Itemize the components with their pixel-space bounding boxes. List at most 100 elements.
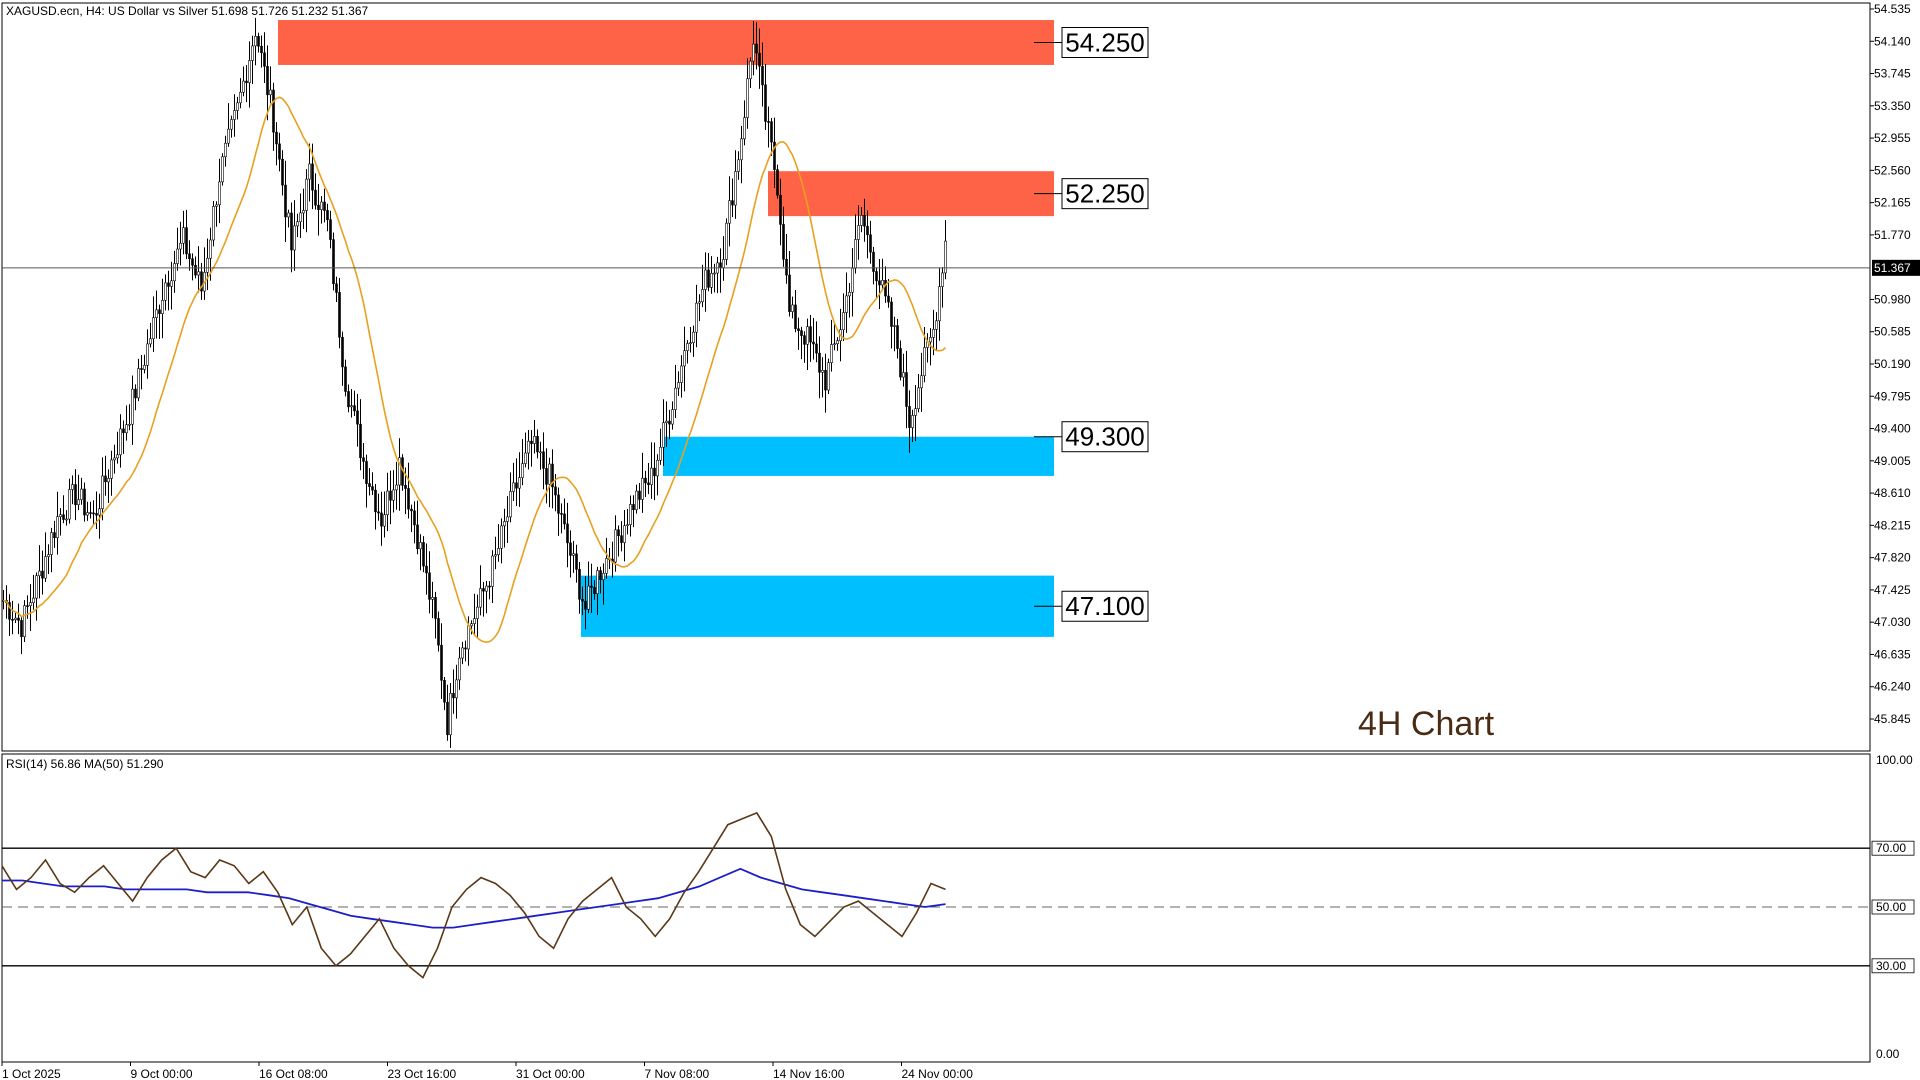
candle-body [140,368,143,370]
candle-body [683,350,686,367]
candle-body [305,178,308,211]
rsi-level-badge [1871,840,1915,856]
candle-body [833,343,836,346]
candle-body [158,309,161,314]
candle-body [221,156,224,183]
candle-body [368,483,371,487]
candle-body [569,542,572,556]
candle-body [416,524,419,550]
candle-body [464,647,467,650]
candle-body [575,553,578,570]
price-axis: 54.535 54.140 53.745 53.350 52.955 52.560 52.1… [1870,2,1920,726]
candle-body [803,335,806,345]
candle-body [296,221,299,227]
candle-body [581,599,584,602]
candle-body [620,535,623,543]
candle-body [782,224,785,260]
candle-body [395,484,398,491]
candle-body [92,512,95,515]
candle-body [698,301,701,304]
candle-body [197,271,200,276]
candle-body [776,169,779,196]
candle-body [410,508,413,512]
candle-body [770,121,773,143]
candle-body [818,352,821,373]
candle-body [239,91,242,104]
candle-body [821,369,824,373]
price-panel [1,2,1871,752]
candle-body [524,452,527,464]
candle-body [257,36,260,47]
candle-body [131,388,134,425]
zone-label-box [1061,26,1149,58]
candle-body [191,258,194,266]
price-tick-label: 46.240 [1874,680,1911,694]
candle-body [503,521,506,527]
time-tick-label: 1 Oct 2025 [2,1067,61,1080]
zone-label-box [1061,590,1149,622]
candle-body [656,459,659,477]
candle-body [728,200,731,224]
candle-body [179,242,182,250]
candle-body [605,558,608,574]
candle-body [590,585,593,588]
rsi-tick-label: 50.00 [1876,900,1906,914]
candle-body [290,212,293,251]
price-tick-label: 52.560 [1874,163,1911,177]
candle-body [809,326,812,343]
candle-body [743,117,746,140]
candle-body [827,362,830,391]
candle-body [74,484,77,506]
candle-body [26,605,29,607]
rsi-line [1,811,946,979]
candle-body [548,463,551,485]
price-tick-label: 51.770 [1874,228,1911,242]
candle-body [431,597,434,600]
candle-body [56,516,59,539]
candle-body [365,461,368,484]
time-axis: 1 Oct 2025 9 Oct 00:00 16 Oct 08:00 23 Oct … [1,1062,973,1080]
zone-label-text: 54.250 [1065,27,1145,57]
candle-body [653,467,656,477]
candle-body [95,513,98,516]
price-tick-label: 45.845 [1874,712,1911,726]
candle-body [335,283,338,293]
candle-body [107,478,110,483]
candle-body [701,289,704,303]
candle-body [362,457,365,462]
candle-body [500,525,503,549]
candle-body [674,387,677,410]
price-tick-label: 48.215 [1874,518,1911,532]
candle-body [587,585,590,610]
candle-body [164,282,167,301]
candle-body [41,570,44,579]
zone-label-box [1061,178,1149,210]
candle-body [173,263,176,282]
candle-body [23,605,26,637]
candle-body [236,102,239,111]
candle-body [170,280,173,287]
rsi-layer: 100.00 70.00 50.00 30.00 0.00 [1,753,1915,1061]
candle-body [80,488,83,500]
candle-body [632,504,635,511]
candle-body [938,286,941,322]
candle-body [557,494,560,514]
candle-body [872,251,875,272]
candle-body [473,618,476,624]
candle-body [878,280,881,286]
candle-body [884,279,887,297]
candle-body [260,45,263,54]
candle-body [89,512,92,514]
candle-body [299,212,302,223]
candle-body [731,200,734,206]
candle-body [662,422,665,448]
candle-body [650,467,653,485]
price-tick-label: 52.165 [1874,196,1911,210]
rsi-tick-label: 100.00 [1876,753,1913,767]
candle-body [281,158,284,186]
candle-body [527,440,530,454]
candle-body [86,512,89,516]
candle-body [476,606,479,619]
rsi-header: RSI(14) 56.86 MA(50) 51.290 [6,757,164,771]
